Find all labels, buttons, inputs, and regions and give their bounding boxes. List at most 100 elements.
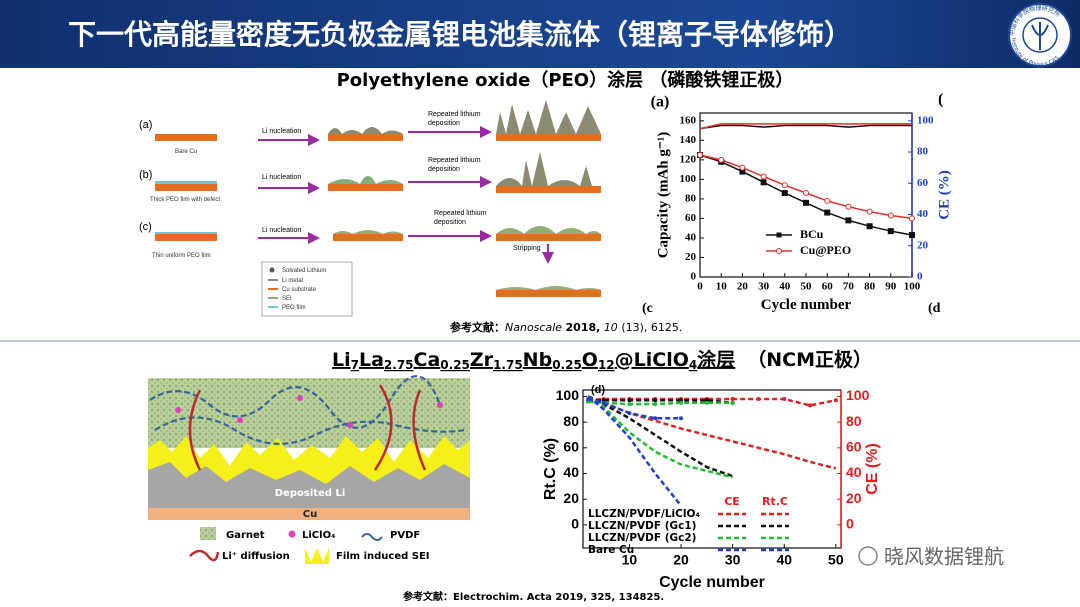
y2-tick-label: 40 bbox=[917, 208, 929, 220]
heading-subscript: 12 bbox=[598, 358, 615, 372]
panel-label: (a) bbox=[139, 119, 152, 131]
substrate-label: Bare Cu bbox=[175, 149, 197, 155]
point bbox=[803, 190, 809, 197]
point bbox=[887, 228, 894, 235]
legend-header: CE bbox=[724, 495, 740, 508]
heading-part: La bbox=[359, 349, 384, 371]
x-axis-label: Cycle number bbox=[659, 574, 765, 591]
stripping-label: Stripping bbox=[513, 245, 541, 252]
y-tick-label: 0 bbox=[691, 271, 697, 283]
reference-journal: Nanoscale bbox=[505, 321, 562, 334]
y2-tick-label: 100 bbox=[917, 114, 934, 126]
point bbox=[760, 179, 767, 186]
point bbox=[697, 151, 703, 158]
point bbox=[718, 156, 725, 163]
x-tick-label: 50 bbox=[828, 551, 844, 567]
heading-part: Zr bbox=[470, 349, 494, 371]
heading-subscript: 2.75 bbox=[384, 358, 414, 372]
x-axis-label: Cycle number bbox=[761, 297, 852, 313]
y-tick-label: 20 bbox=[563, 490, 579, 506]
y2-tick-label: 20 bbox=[917, 239, 929, 251]
y-tick-label: 120 bbox=[680, 153, 697, 165]
point bbox=[627, 411, 632, 416]
heading-part: 涂层 bbox=[697, 348, 735, 371]
point bbox=[653, 402, 658, 407]
series-line bbox=[587, 395, 733, 479]
legend-label: Cu substrate bbox=[282, 287, 317, 293]
x-tick-label: 10 bbox=[622, 551, 638, 567]
reference: 参考文献：Electrochim. Acta 2019, 325, 134825… bbox=[403, 590, 664, 603]
watermark-text: 晓风数据锂航 bbox=[884, 545, 1004, 569]
heading-suffix: （NCM正极） bbox=[747, 348, 872, 371]
y-axis-label: Capacity (mAh g⁻¹) bbox=[655, 132, 671, 259]
y2-tick-label: 20 bbox=[846, 490, 862, 506]
legend-label: PVDF bbox=[390, 530, 420, 541]
x-tick-label: 40 bbox=[779, 280, 791, 292]
panel-label: (c) bbox=[139, 221, 152, 233]
point bbox=[808, 403, 813, 408]
x-tick-label: 0 bbox=[697, 280, 703, 292]
point bbox=[760, 173, 767, 180]
y2-tick-label: 0 bbox=[846, 516, 854, 532]
y2-tick-label: 100 bbox=[846, 387, 870, 403]
point bbox=[866, 223, 873, 230]
heading-subscript: 4 bbox=[689, 358, 697, 372]
legend-label: LLCZN/PVDF (Gc2) bbox=[588, 532, 696, 544]
deposition-label: Repeated lithium bbox=[428, 111, 481, 118]
y-axis-label: Rt.C (%) bbox=[542, 438, 559, 500]
legend-label: Cu@PEO bbox=[800, 243, 851, 257]
y-tick-label: 40 bbox=[685, 231, 697, 243]
point bbox=[739, 164, 746, 171]
legend-label: LiClO₄ bbox=[302, 530, 335, 541]
step-label: Li nucleation bbox=[262, 128, 301, 135]
y-tick-label: 20 bbox=[685, 251, 697, 263]
step-label: Li nucleation bbox=[262, 227, 301, 234]
legend-label: LLCZN/PVDF (Gc1) bbox=[588, 520, 696, 532]
legend-label: LLCZN/PVDF/LiClO₄ bbox=[588, 508, 700, 520]
panel-label: (b) bbox=[139, 169, 152, 181]
x-tick-label: 80 bbox=[864, 280, 876, 292]
deposition-label: deposition bbox=[428, 166, 460, 173]
substrate-label: Thin uniform PEO film bbox=[152, 253, 211, 259]
legend-label: Li⁺ diffusion bbox=[222, 551, 290, 562]
y2-tick-label: 0 bbox=[917, 271, 923, 283]
heading-part: O bbox=[582, 349, 598, 371]
y2-axis-label: CE (%) bbox=[864, 443, 881, 495]
point bbox=[909, 232, 915, 239]
point bbox=[653, 398, 658, 403]
reference-rest: (13), 6125. bbox=[621, 321, 682, 334]
reference-label: 参考文献： bbox=[450, 320, 505, 334]
y2-tick-label: 60 bbox=[846, 439, 862, 455]
x-tick-label: 20 bbox=[737, 280, 749, 292]
series-line bbox=[699, 154, 913, 220]
series-line bbox=[699, 123, 912, 130]
cropped-label: ( bbox=[938, 91, 943, 108]
substrate-label: Thick PEO film with defect bbox=[150, 197, 220, 203]
legend-marker bbox=[776, 232, 782, 238]
point bbox=[781, 190, 788, 197]
heading-part: Nb bbox=[523, 349, 553, 371]
deposition-label: Repeated lithium bbox=[434, 210, 487, 217]
point bbox=[653, 416, 658, 421]
point bbox=[730, 400, 735, 405]
legend-label: PEO film bbox=[282, 305, 306, 311]
slide-title: 下一代高能量密度无负极金属锂电池集流体（锂离子导体修饰） bbox=[68, 18, 852, 51]
section-heading: Li7La2.75Ca0.25Zr1.75Nb0.25O12@LiClO4涂层（… bbox=[332, 348, 872, 372]
point bbox=[909, 215, 915, 222]
x-tick-label: 20 bbox=[673, 551, 689, 567]
legend-label: Li metal bbox=[282, 278, 303, 284]
y2-tick-label: 60 bbox=[917, 177, 929, 189]
y-tick-label: 0 bbox=[571, 516, 579, 532]
legend-label: Bare Cu bbox=[588, 544, 634, 556]
schematic-peo: (a) (b) (c) Bare Cu Thick PEO film with … bbox=[139, 100, 601, 317]
x-tick-label: 40 bbox=[776, 551, 792, 567]
x-tick-label: 30 bbox=[758, 280, 770, 292]
point bbox=[824, 209, 831, 216]
step-label: Li nucleation bbox=[262, 174, 301, 181]
point bbox=[679, 416, 684, 421]
point bbox=[833, 398, 838, 403]
legend-marker bbox=[776, 248, 782, 254]
heading-part: Ca bbox=[414, 349, 441, 371]
legend-label: BCu bbox=[800, 227, 824, 241]
